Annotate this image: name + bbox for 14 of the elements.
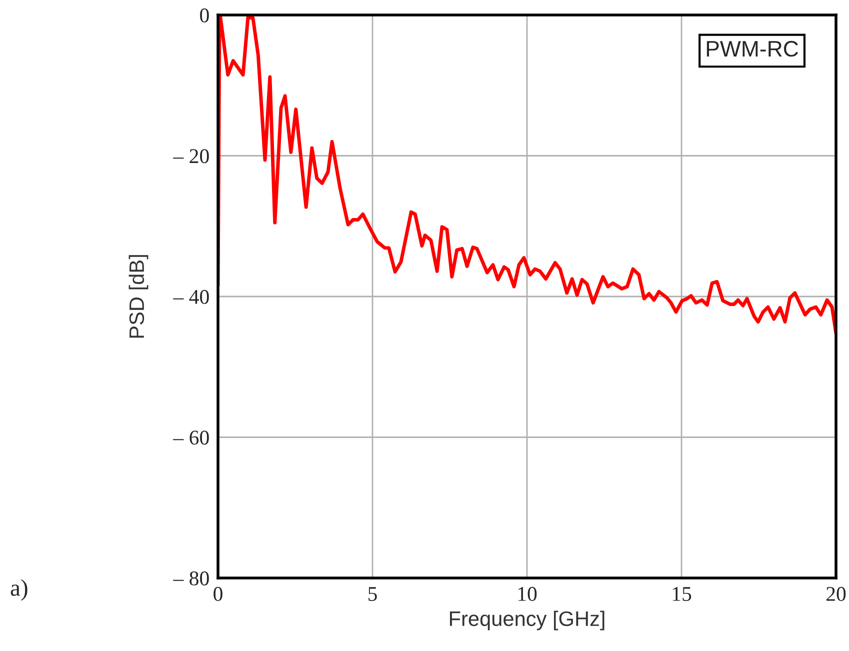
- x-tick-label: 15: [672, 587, 692, 601]
- x-tick-label: 0: [214, 586, 222, 601]
- text: a): [10, 579, 28, 601]
- y-tick-label: – 80: [173, 571, 209, 586]
- y-tick-label: 0: [200, 8, 209, 22]
- y-tick-label: – 40: [173, 290, 209, 304]
- x-tick-label: 5: [368, 587, 377, 601]
- x-tick-label: 10: [518, 586, 537, 601]
- y-tick-label: – 20: [173, 149, 209, 164]
- x-tick-label: 20: [826, 586, 846, 601]
- x-axis-title: Frequency [GHz]: [450, 610, 604, 630]
- y-axis-title: PSD [dB]: [128, 255, 148, 338]
- annotation: PWM-RC: [706, 40, 798, 57]
- y-tick-label: – 60: [173, 430, 209, 445]
